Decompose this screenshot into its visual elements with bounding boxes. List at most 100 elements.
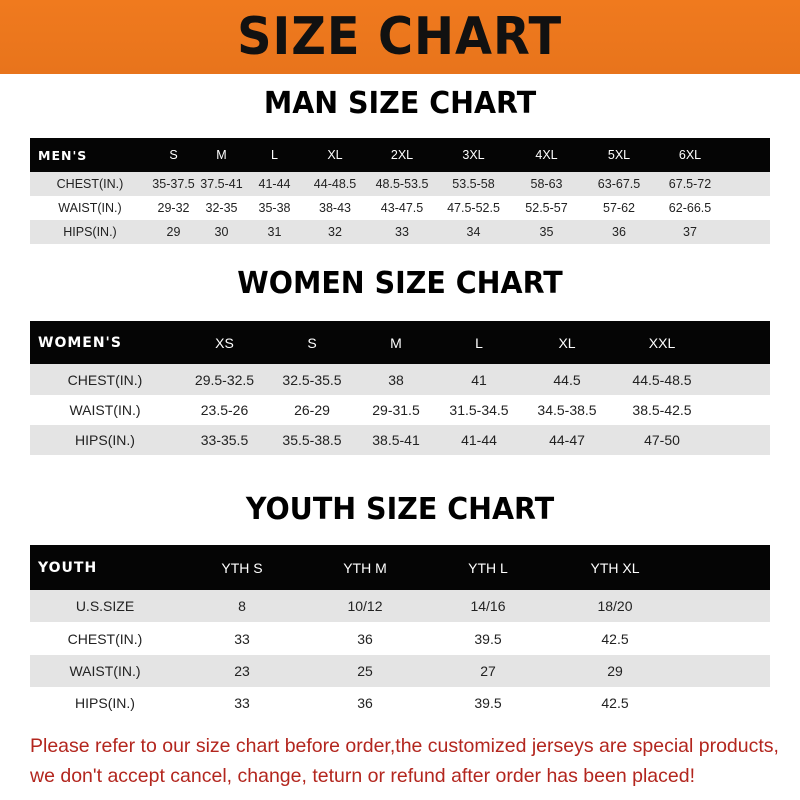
table-cell: 58-63 [510,172,583,196]
row-label: WAIST(IN.) [58,201,122,215]
table-cell [680,590,770,622]
table-cell [680,687,770,718]
table-cell: 39.5 [474,630,502,647]
table-cell: 42.5 [601,694,629,711]
banner-title: SIZE CHART [237,7,563,67]
table-cell: 35 [510,220,583,244]
table-cell: 29 [150,220,197,244]
table-cell: 33-35.5 [180,425,269,455]
table-header-cell: XS [180,321,269,364]
table-header-cell: YTH S [180,545,304,590]
notice-line-1: Please refer to our size chart before or… [30,735,779,757]
table-cell: 27 [426,655,550,687]
table-cell [725,172,770,196]
table-cell: 29 [550,655,680,687]
table-cell: 62-66.5 [668,201,712,215]
table-cell: 47-50 [613,425,711,455]
table-cell: 52.5-57 [525,201,568,215]
table-cell: 32.5-35.5 [269,364,355,395]
table-cell: 44-48.5 [303,172,367,196]
table-cell: 29.5-32.5 [180,364,269,395]
table-cell: 32 [303,220,367,244]
table-cell: 41 [437,364,521,395]
table-cell: 36 [357,694,373,711]
table-cell: 10/12 [304,590,426,622]
table-header-cell: L [246,138,303,172]
table-header-cell: 5XL [583,138,655,172]
row-label: HIPS(IN.) [30,220,150,244]
table-header-cell: M [355,321,437,364]
table-cell: 34.5-38.5 [537,402,597,418]
women-chart-title: WOMEN SIZE CHART [237,266,563,301]
table-cell: 31.5-34.5 [449,402,509,418]
table-header-cell: S [150,138,197,172]
table-header-label: WOMEN'S [30,321,180,364]
table-cell: 35.5-38.5 [269,425,355,455]
table-cell: 30 [197,220,246,244]
row-label: CHEST(IN.) [30,364,180,395]
row-label: WAIST(IN.) [69,402,141,418]
table-cell: 41-44 [246,172,303,196]
row-label: U.S.SIZE [30,590,180,622]
banner: SIZE CHART [0,0,800,74]
table-header-cell: YTH XL [550,545,680,590]
table-cell: 35-37.5 [150,172,197,196]
table-cell: 36 [583,220,655,244]
table-cell: 67.5-72 [655,172,725,196]
youth-size-table: YOUTH YTH S YTH M YTH L YTH XL U.S.SIZE 8 10/12… [30,545,770,718]
table-header-cell: L [437,321,521,364]
table-cell: 38-43 [319,201,351,215]
table-cell: 42.5 [601,630,629,647]
notice-line-2: we don't accept cancel, change, teturn o… [30,765,695,787]
table-cell: 23.5-26 [200,402,249,418]
table-cell: 34 [437,220,510,244]
table-header-cell: 2XL [367,138,437,172]
table-header-cell: XL [521,321,613,364]
table-header-cell: M [197,138,246,172]
table-header-cell [680,545,770,590]
table-cell: 35-38 [258,201,291,215]
table-cell: 38 [355,364,437,395]
row-label: HIPS(IN.) [75,694,135,711]
table-cell: 33 [367,220,437,244]
table-header-cell [725,138,770,172]
table-header-cell: 3XL [437,138,510,172]
table-cell [680,655,770,687]
table-cell: 38.5-41 [355,425,437,455]
table-cell: 37 [655,220,725,244]
table-cell [680,622,770,655]
table-cell [725,196,770,220]
table-cell: 43-47.5 [380,201,424,215]
youth-chart-title: YOUTH SIZE CHART [245,492,555,527]
table-cell [725,220,770,244]
table-cell: 41-44 [437,425,521,455]
row-label: HIPS(IN.) [30,425,180,455]
table-cell: 57-62 [603,201,635,215]
table-cell: 36 [357,630,373,647]
table-cell [711,364,770,395]
table-header-cell: 6XL [655,138,725,172]
women-size-table: WOMEN'S XS S M L XL XXL CHEST(IN.) 29.5-32.5 32.5… [30,321,770,455]
table-header-cell: S [269,321,355,364]
table-cell: 26-29 [294,402,330,418]
table-cell [711,395,770,425]
table-cell: 38.5-42.5 [632,402,692,418]
table-header-cell: YTH L [426,545,550,590]
table-header-cell [711,321,770,364]
table-cell: 48.5-53.5 [367,172,437,196]
table-cell: 53.5-58 [437,172,510,196]
table-cell: 44-47 [521,425,613,455]
table-header-label: YOUTH [30,545,180,590]
table-cell: 33 [234,694,250,711]
row-label: WAIST(IN.) [30,655,180,687]
table-cell: 29-31.5 [372,402,420,418]
table-cell: 14/16 [426,590,550,622]
table-header-cell: XL [303,138,367,172]
table-cell: 44.5 [521,364,613,395]
row-label: CHEST(IN.) [30,172,150,196]
table-cell: 39.5 [474,694,502,711]
table-cell: 31 [246,220,303,244]
row-label: CHEST(IN.) [67,630,143,647]
table-header-cell: XXL [613,321,711,364]
